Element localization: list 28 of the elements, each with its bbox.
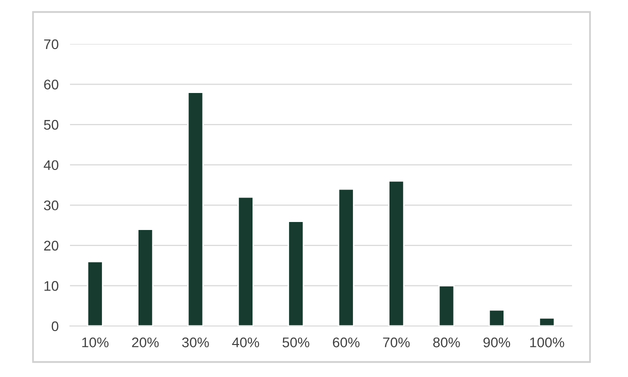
- bar: [338, 188, 354, 326]
- bar: [438, 285, 455, 326]
- x-tick-label: 60%: [332, 337, 360, 348]
- y-tick-label: 10: [44, 281, 58, 291]
- x-tick-label: 100%: [530, 337, 564, 348]
- y-tick-label: 20: [44, 240, 58, 251]
- bar: [187, 92, 204, 326]
- y-tick-label: 30: [44, 200, 58, 210]
- bar: [488, 309, 505, 326]
- bar: [237, 196, 254, 326]
- x-tick-label: 90%: [483, 337, 510, 348]
- y-tick-label: 70: [44, 39, 58, 50]
- y-tick-label: 50: [44, 120, 58, 130]
- bar: [137, 228, 154, 326]
- x-tick-label: 80%: [433, 337, 460, 348]
- bar: [86, 260, 104, 326]
- y-tick-label: 60: [44, 80, 58, 90]
- bar: [388, 180, 405, 326]
- x-tick-label: 10%: [82, 337, 109, 348]
- x-tick-label: 20%: [132, 337, 159, 348]
- x-tick-label: 50%: [282, 337, 310, 348]
- x-tick-label: 70%: [383, 337, 410, 348]
- bar: [538, 317, 556, 326]
- bar: [288, 220, 304, 326]
- y-tick-label: 40: [44, 160, 58, 170]
- x-tick-label: 40%: [232, 337, 260, 348]
- x-tick-label: 30%: [182, 337, 209, 348]
- y-tick-label: 0: [52, 321, 58, 332]
